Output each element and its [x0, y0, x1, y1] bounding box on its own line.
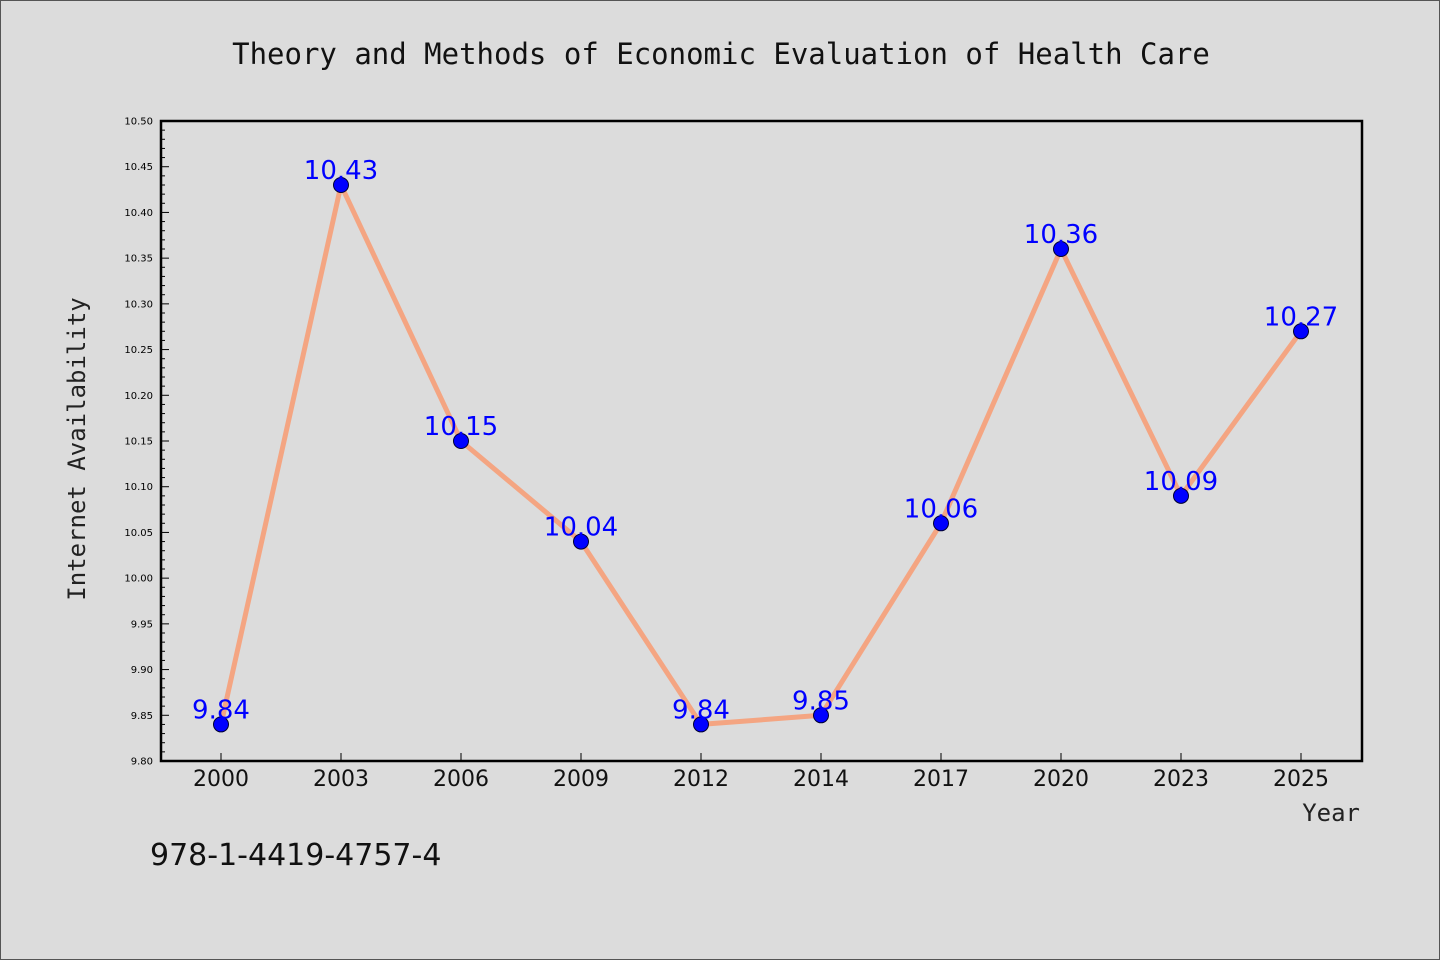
data-point: [573, 533, 589, 550]
data-label: 10.09: [1144, 467, 1218, 497]
data-label: 10.15: [424, 412, 498, 442]
data-point: [933, 515, 949, 532]
y-tick-label: 9.90: [131, 665, 153, 676]
y-tick-label: 10.50: [124, 117, 153, 128]
series-markers: [213, 177, 1309, 733]
data-point: [213, 716, 229, 733]
series-polyline: [218, 182, 1304, 727]
x-tick-label: 2003: [313, 767, 369, 792]
x-tick-label: 2017: [913, 767, 969, 792]
x-tick-label: 2000: [193, 767, 249, 792]
data-label: 9.84: [672, 695, 730, 725]
x-tick-label: 2023: [1153, 767, 1209, 792]
x-tick-label: 2009: [553, 767, 609, 792]
data-point: [1173, 487, 1189, 504]
y-tick-label: 10.30: [124, 299, 153, 310]
data-label: 10.27: [1264, 302, 1338, 332]
chart-title: Theory and Methods of Economic Evaluatio…: [232, 37, 1210, 71]
data-label: 10.04: [544, 513, 618, 543]
isbn-text: 978-1-4419-4757-4: [150, 838, 441, 873]
data-label: 9.84: [192, 695, 250, 725]
x-tick-label: 2012: [673, 767, 729, 792]
data-labels: 9.84 10.43 10.15 10.04 9.84 9.85 10.06 10.36 10.…: [192, 156, 1338, 725]
y-tick-label: 10.25: [124, 345, 153, 356]
data-point: [453, 433, 469, 449]
data-point: [1293, 323, 1309, 340]
y-tick-label: 9.95: [131, 619, 153, 630]
y-tick-label: 10.05: [124, 528, 153, 539]
data-label: 10.06: [904, 494, 978, 524]
y-tick-label: 10.10: [124, 482, 153, 493]
series-line: [218, 182, 1304, 727]
data-point: [693, 716, 709, 733]
y-axis-label: Internet Availability: [63, 297, 91, 600]
data-point: [813, 707, 829, 724]
plot-area: [159, 119, 1364, 763]
y-tick-label: 9.85: [131, 711, 153, 722]
data-label: 10.43: [304, 156, 378, 186]
y-tick-label: 9.80: [131, 757, 153, 768]
y-tick-label: 10.35: [124, 254, 153, 265]
data-label: 9.85: [792, 686, 850, 716]
y-tick-label: 10.15: [124, 437, 153, 448]
y-tick-label: 10.00: [124, 574, 153, 585]
x-axis-label: Year: [1302, 799, 1360, 827]
data-point: [333, 177, 349, 193]
y-tick-label: 10.20: [124, 391, 153, 402]
x-tick-label: 2025: [1273, 767, 1329, 792]
x-tick-label: 2014: [793, 767, 849, 792]
y-tick-label: 10.45: [124, 162, 153, 173]
x-axis: 2000 2003 2006 2009 2012 2014 2017 2020 2023 2025: [193, 753, 1329, 792]
x-tick-label: 2020: [1033, 767, 1089, 792]
y-tick-label: 10.40: [124, 208, 153, 219]
y-axis: 9.80 9.85 9.90 9.95 10.00 10.05 10.10 10.15 10.2…: [124, 117, 169, 768]
data-label: 10.36: [1024, 220, 1098, 250]
data-point: [1053, 241, 1069, 257]
x-tick-label: 2006: [433, 767, 489, 792]
